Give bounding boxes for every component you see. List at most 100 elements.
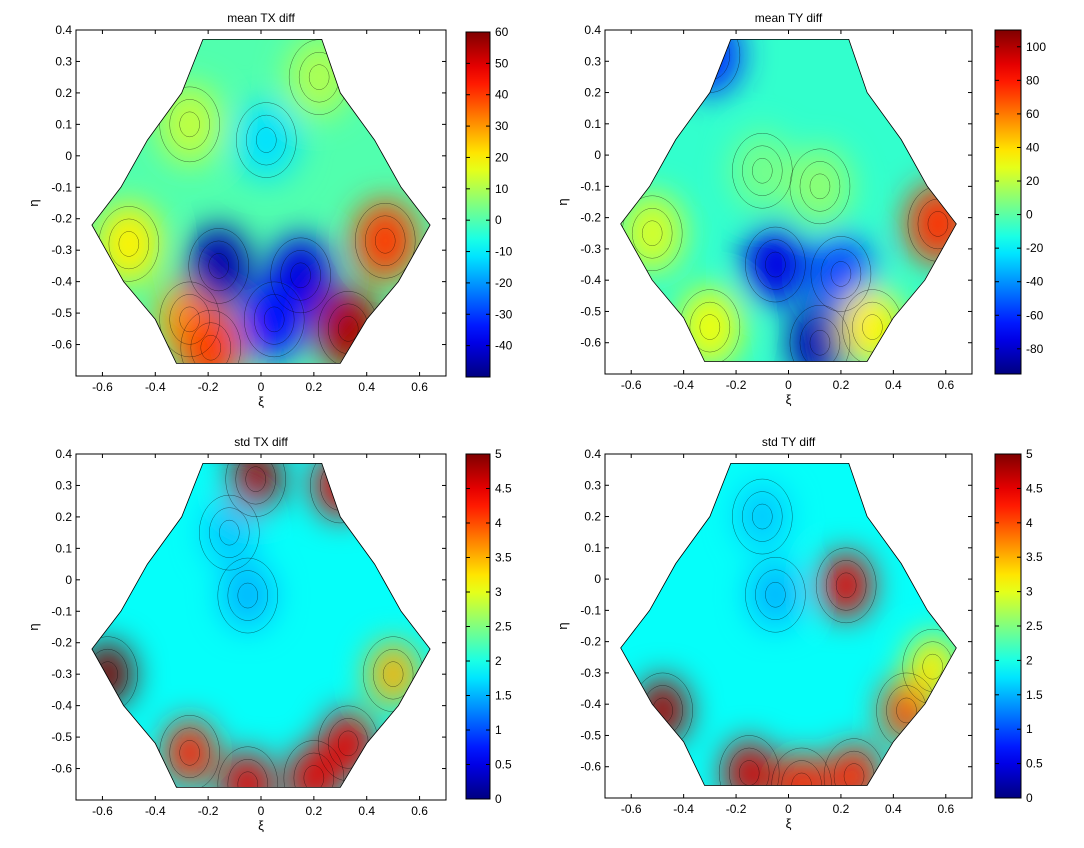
y-tick-label: -0.3 [51, 667, 72, 681]
x-tick-label: 0.4 [358, 804, 375, 818]
colorbar-tick-label: -20 [1026, 241, 1044, 255]
colorbar-tick-label: 4 [495, 516, 502, 530]
x-tick-label: 0 [785, 378, 792, 392]
y-tick-label: 0.2 [55, 86, 72, 100]
contour-line [199, 494, 260, 571]
y-tick-label: 0.2 [584, 86, 601, 100]
chart-title: std TY diff [762, 435, 816, 449]
contour-line [198, 240, 239, 292]
contour-line [799, 161, 841, 212]
contour-line [237, 771, 259, 788]
colorbar-tick-label: 0 [495, 213, 502, 227]
hotspot-0 [353, 200, 418, 281]
contour-line [810, 236, 872, 312]
y-tick-label: 0.1 [584, 117, 601, 131]
hotspot-7 [367, 641, 420, 707]
y-tick-label: -0.2 [580, 211, 601, 225]
chart-title: std TX diff [234, 435, 288, 449]
y-tick-label: -0.4 [580, 697, 601, 711]
colorbar-tick-label: 0 [495, 792, 502, 806]
colorbar-tick-label: 1 [495, 723, 502, 737]
y-tick-label: 0.3 [55, 478, 72, 492]
colorbar-tick-label: -80 [1026, 342, 1044, 356]
colorbar-tick-label: 60 [1026, 107, 1040, 121]
y-tick-label: -0.4 [51, 275, 72, 289]
colorbar-tick-label: 20 [495, 150, 509, 164]
contour-line [188, 228, 249, 304]
domain-boundary [91, 39, 431, 364]
y-tick-label: -0.3 [580, 242, 601, 256]
y-tick-label: -0.5 [580, 304, 601, 318]
y-tick-label: -0.1 [51, 180, 72, 194]
hotspot-4 [820, 552, 873, 618]
contour-line [245, 466, 266, 492]
contour-line [927, 211, 949, 237]
x-axis-label: ξ [258, 818, 264, 833]
y-tick-label: -0.5 [580, 728, 601, 742]
contour-line [236, 102, 297, 178]
contour-line [742, 145, 783, 196]
contour-line [752, 157, 773, 184]
x-tick-label: -0.6 [92, 380, 113, 394]
hotspot-5 [186, 225, 251, 306]
y-tick-label: 0.3 [55, 54, 72, 68]
domain-boundary [620, 39, 957, 362]
contour-field [91, 39, 431, 364]
hotspot-6 [787, 146, 852, 227]
contour-line [270, 237, 331, 314]
contour-line [689, 301, 731, 353]
x-tick-label: -0.2 [198, 380, 219, 394]
field-base [620, 463, 957, 786]
contour-line [169, 727, 210, 779]
x-tick-label: 0.2 [306, 804, 323, 818]
colorbar-tick-label: 40 [495, 88, 509, 102]
hotspot-9 [203, 500, 256, 566]
colorbar-tick-label: -20 [495, 276, 513, 290]
chart-title: mean TY diff [755, 11, 823, 25]
contour-line [280, 250, 321, 301]
hotspot-5 [163, 720, 216, 786]
y-tick-label: 0 [594, 572, 601, 586]
hotspot-1 [229, 463, 282, 512]
y-tick-label: 0.4 [55, 447, 72, 461]
x-axis-label: ξ [258, 394, 264, 409]
panel-mean-ty-diff: mean TY diff -0.6 -0.4 -0.2 0 0.2 0.4 0.6 0.4 0.3… [555, 11, 1046, 407]
colorbar-tick-label: 20 [1026, 174, 1040, 188]
panel-std-ty-diff: std TY diff -0.6 -0.4 -0.2 0 0.2 0.4 0.6 0.4 0.3 0… [555, 435, 1043, 831]
contour-line [752, 503, 773, 530]
contour-line [728, 747, 770, 786]
contour-line [179, 306, 200, 333]
contour-line [835, 572, 857, 599]
contour-line [631, 208, 673, 259]
hotspot-7 [749, 562, 802, 628]
y-tick-label: 0.3 [584, 478, 601, 492]
contour-line [263, 306, 285, 333]
hotspot-3 [221, 751, 274, 788]
hotspot-3 [828, 743, 881, 786]
contour-line [789, 304, 851, 362]
contour-line [862, 314, 883, 340]
contour-line [303, 765, 325, 788]
contour-line [159, 86, 220, 163]
contour-line [755, 239, 796, 290]
y-tick-label: -0.2 [580, 635, 601, 649]
colorbar-tick-label: 0.5 [1026, 757, 1043, 771]
contour-line [217, 557, 279, 634]
contour-line [118, 231, 140, 257]
colorbar-tick-label: 3 [1026, 585, 1033, 599]
x-tick-label: 0.4 [885, 378, 902, 392]
contour-line [843, 763, 865, 786]
hotspot-7 [242, 279, 307, 360]
contour-line [179, 740, 200, 766]
x-tick-label: 0.6 [411, 380, 428, 394]
contour-line [190, 322, 232, 364]
contour-line [745, 226, 806, 303]
contour-line [246, 114, 287, 166]
y-tick-label: 0.4 [584, 447, 601, 461]
hotspot-8 [234, 100, 299, 181]
domain-boundary [620, 463, 957, 786]
x-tick-label: 0.2 [833, 802, 850, 816]
y-tick-label: -0.3 [580, 666, 601, 680]
colorbar-tick-label: 60 [495, 25, 509, 39]
y-tick-label: 0.4 [584, 23, 601, 37]
